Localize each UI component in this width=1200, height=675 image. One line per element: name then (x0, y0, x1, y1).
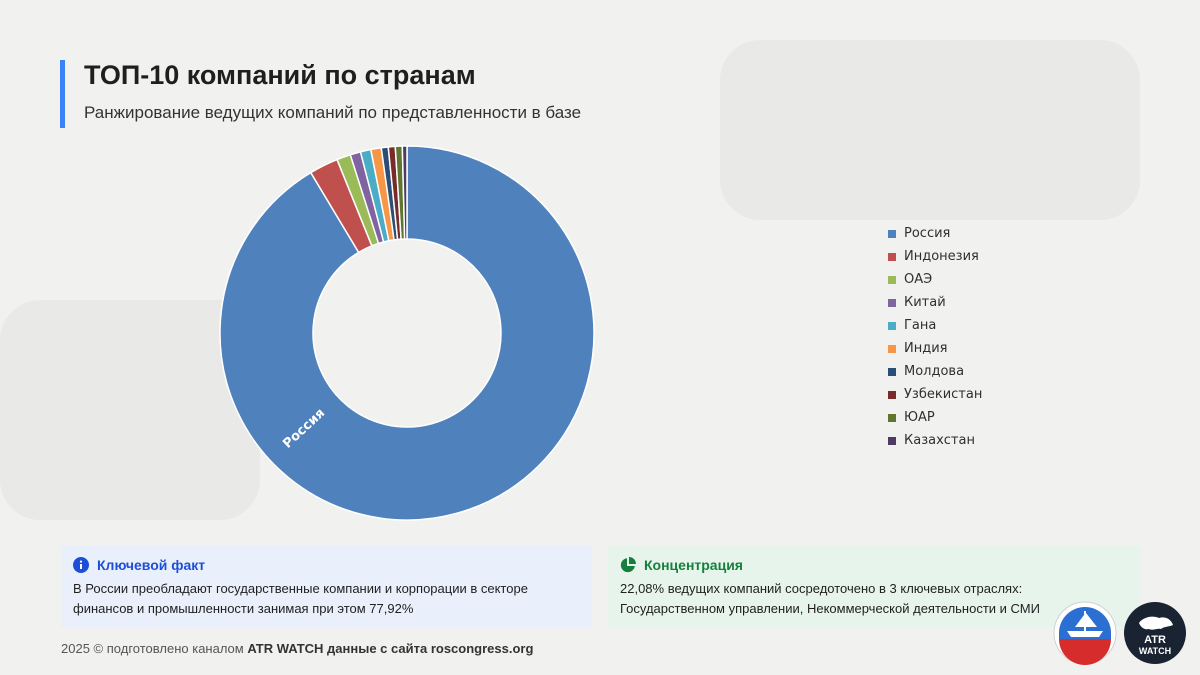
concentration-card: Концентрация 22,08% ведущих компаний сос… (608, 546, 1140, 627)
legend-swatch (888, 275, 896, 284)
legend-label: Молдова (904, 364, 965, 379)
legend-item: Россия (888, 222, 982, 245)
concentration-title: Концентрация (644, 557, 743, 573)
legend-swatch (888, 321, 896, 330)
legend-swatch (888, 390, 896, 399)
legend-label: Россия (904, 226, 951, 241)
legend-item: Казахстан (888, 429, 982, 452)
footer-credit: 2025 © подготовлено каналом ATR WATCH да… (61, 641, 534, 656)
key-fact-title: Ключевой факт (97, 557, 206, 573)
legend-swatch (888, 229, 896, 238)
donut-slice-0 (219, 145, 595, 521)
atr-watch-logo-line2: WATCH (1139, 646, 1171, 656)
key-fact-card: Ключевой факт В России преобладают госуд… (61, 546, 592, 627)
legend-label: Индонезия (904, 249, 979, 264)
donut-slice-9 (401, 145, 408, 240)
title-accent-bar (60, 60, 65, 128)
concentration-text: 22,08% ведущих компаний сосредоточено в … (620, 581, 1040, 616)
legend-label: ОАЭ (904, 272, 933, 287)
info-icon (73, 557, 89, 573)
legend-item: ОАЭ (888, 268, 982, 291)
legend-item: Молдова (888, 360, 982, 383)
legend-item: Китай (888, 291, 982, 314)
legend-swatch (888, 344, 896, 353)
chart-legend: Россия Индонезия ОАЭ Китай Гана Индия Молдова У… (888, 222, 982, 452)
background-shape (720, 40, 1140, 220)
legend-swatch (888, 367, 896, 376)
legend-label: Индия (904, 341, 948, 356)
legend-item: Индия (888, 337, 982, 360)
page-title: ТОП-10 компаний по странам (84, 60, 476, 90)
legend-label: Узбекистан (904, 387, 983, 402)
atr-watch-logo-line1: ATR (1144, 634, 1166, 646)
legend-item: Узбекистан (888, 383, 982, 406)
legend-swatch (888, 413, 896, 422)
key-fact-text: В России преобладают государственные ком… (73, 581, 528, 616)
page-subtitle: Ранжирование ведущих компаний по предста… (84, 103, 582, 122)
legend-item: Индонезия (888, 245, 982, 268)
legend-swatch (888, 252, 896, 261)
legend-item: Гана (888, 314, 982, 337)
background-shape (0, 300, 260, 520)
roscongress-ship-logo (1053, 601, 1117, 665)
pie-chart-icon (620, 557, 636, 573)
legend-swatch (888, 436, 896, 445)
legend-label: Казахстан (904, 433, 975, 448)
legend-label: ЮАР (904, 410, 935, 425)
legend-label: Китай (904, 295, 946, 310)
donut-chart: Россия (219, 145, 595, 521)
legend-swatch (888, 298, 896, 307)
legend-item: ЮАР (888, 406, 982, 429)
atr-watch-logo: ATR WATCH (1124, 602, 1186, 664)
legend-label: Гана (904, 318, 937, 333)
